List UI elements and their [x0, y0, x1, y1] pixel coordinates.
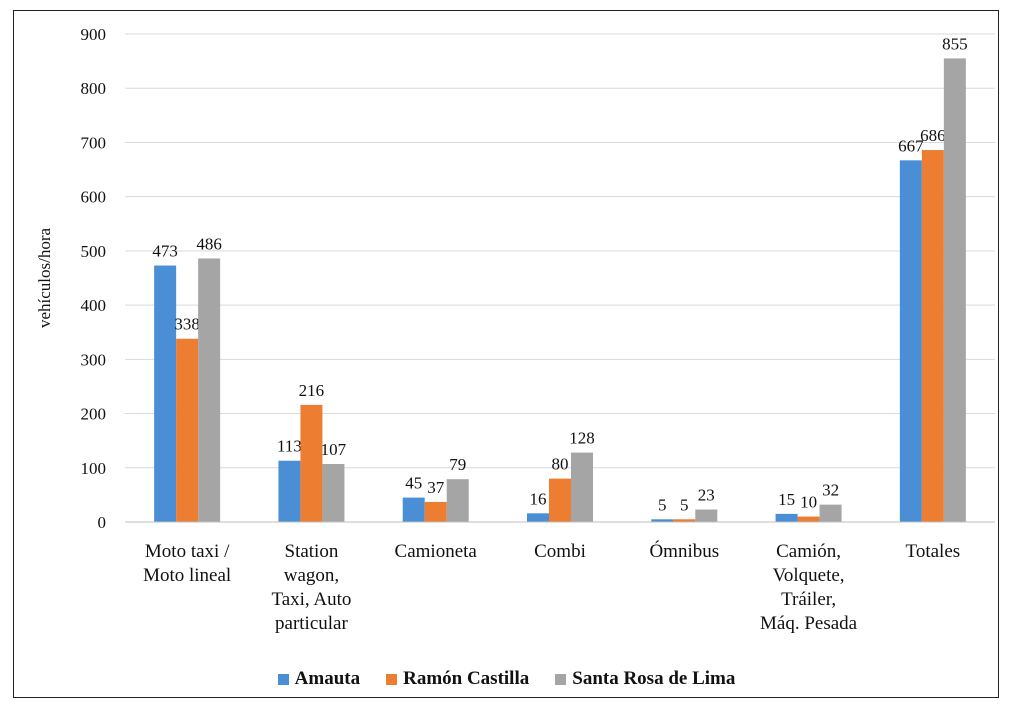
data-label-ramon-castilla-camioneta: 37 [427, 478, 445, 497]
x-tick-label-line: Combi [534, 541, 586, 562]
x-tick-label-line: Camión, [776, 541, 841, 562]
data-label-amauta-totales: 667 [898, 136, 924, 155]
y-tick-label-0: 0 [98, 513, 107, 532]
data-label-santa-rosa-de-lima-camion-volquete-trailer-maq-pesada: 32 [822, 481, 839, 500]
legend-label-santa-rosa-de-lima: Santa Rosa de Lima [572, 668, 736, 689]
bar-santa-rosa-de-lima-totales [943, 58, 966, 523]
data-label-santa-rosa-de-lima-moto-taxi-moto-lineal: 486 [196, 234, 222, 253]
bar-ramon-castilla-station-wagon-taxi-auto-particular [300, 404, 323, 522]
y-tick-label-800: 800 [81, 79, 107, 98]
y-tick-label-600: 600 [81, 188, 107, 207]
bar-ramon-castilla-omnibus [673, 519, 696, 522]
bar-ramon-castilla-camion-volquete-trailer-maq-pesada [797, 516, 820, 522]
legend-swatch-amauta [277, 673, 289, 685]
legend: Amauta Ramón Castilla Santa Rosa de Lima [0, 667, 1013, 691]
y-tick-label-900: 900 [81, 25, 107, 44]
x-tick-label-line: Station [285, 541, 339, 562]
legend-swatch-ramon-castilla [386, 673, 398, 685]
legend-item-santa-rosa-de-lima: Santa Rosa de Lima [555, 668, 735, 690]
bar-santa-rosa-de-lima-camioneta [446, 479, 469, 522]
data-label-ramon-castilla-totales: 686 [920, 126, 946, 145]
data-label-santa-rosa-de-lima-combi: 128 [569, 429, 595, 448]
data-label-amauta-moto-taxi-moto-lineal: 473 [152, 242, 178, 261]
y-tick-label-300: 300 [81, 350, 107, 369]
legend-label-ramon-castilla: Ramón Castilla [403, 668, 530, 689]
bar-amauta-station-wagon-taxi-auto-particular [278, 460, 301, 522]
x-tick-label-totales: Totales [906, 541, 961, 562]
x-tick-label-camion-volquete-trailer-maq-pesada: Camión, Volquete, Tráiler, Máq. Pesada [760, 541, 858, 634]
bar-amauta-camion-volquete-trailer-maq-pesada [775, 513, 798, 522]
data-label-amauta-combi: 16 [530, 489, 547, 508]
x-tick-label-line: Taxi, Auto [271, 589, 351, 610]
bar-amauta-combi [527, 513, 549, 522]
data-label-ramon-castilla-moto-taxi-moto-lineal: 338 [174, 315, 200, 334]
x-tick-label-line: Moto taxi / [145, 541, 230, 562]
data-label-santa-rosa-de-lima-camioneta: 79 [449, 455, 466, 474]
data-label-amauta-camion-volquete-trailer-maq-pesada: 15 [778, 490, 795, 509]
bar-ramon-castilla-moto-taxi-moto-lineal [176, 338, 199, 522]
y-axis-title: vehículos/hora [35, 228, 54, 329]
legend-item-ramon-castilla: Ramón Castilla [386, 668, 529, 690]
y-tick-label-400: 400 [81, 296, 107, 315]
y-tick-label-700: 700 [81, 133, 107, 152]
bar-santa-rosa-de-lima-camion-volquete-trailer-maq-pesada [819, 504, 842, 522]
x-tick-label-station-wagon-taxi-auto-particular: Station wagon, Taxi, Auto particular [271, 541, 351, 634]
x-tick-label-line: Totales [906, 541, 961, 562]
data-label-amauta-station-wagon-taxi-auto-particular: 113 [277, 437, 302, 456]
x-tick-label-line: Moto lineal [143, 565, 231, 586]
bar-amauta-totales [899, 160, 922, 523]
data-label-santa-rosa-de-lima-omnibus: 23 [698, 486, 715, 505]
x-tick-label-line: Volquete, [773, 565, 845, 586]
y-tick-label-500: 500 [81, 242, 107, 261]
bar-santa-rosa-de-lima-moto-taxi-moto-lineal [198, 258, 221, 522]
x-tick-label-omnibus: Ómnibus [649, 540, 719, 562]
legend-item-amauta: Amauta [277, 668, 361, 690]
data-label-ramon-castilla-omnibus: 5 [680, 495, 689, 514]
bar-ramon-castilla-combi [549, 478, 571, 522]
x-tick-label-line: Ómnibus [649, 540, 719, 562]
bar-santa-rosa-de-lima-combi [571, 452, 593, 522]
bar-amauta-omnibus [651, 519, 674, 522]
bar-amauta-camioneta [402, 497, 425, 522]
data-label-amauta-camioneta: 45 [405, 474, 422, 493]
data-label-santa-rosa-de-lima-station-wagon-taxi-auto-particular: 107 [321, 440, 347, 459]
x-tick-label-line: Camioneta [395, 541, 478, 562]
legend-swatch-santa-rosa-de-lima [555, 673, 567, 685]
y-tick-label-200: 200 [81, 405, 107, 424]
data-label-amauta-omnibus: 5 [658, 495, 667, 514]
bar-ramon-castilla-camioneta [424, 501, 447, 522]
x-tick-label-combi: Combi [534, 541, 586, 562]
bar-amauta-moto-taxi-moto-lineal [154, 265, 177, 522]
data-label-ramon-castilla-combi: 80 [552, 455, 569, 474]
x-tick-label-line: particular [275, 613, 348, 634]
bar-ramon-castilla-totales [921, 150, 944, 522]
legend-label-amauta: Amauta [294, 668, 361, 689]
x-tick-label-line: Máq. Pesada [760, 613, 858, 634]
data-label-ramon-castilla-station-wagon-taxi-auto-particular: 216 [299, 381, 325, 400]
data-label-ramon-castilla-camion-volquete-trailer-maq-pesada: 10 [800, 493, 817, 512]
x-tick-label-line: Tráiler, [781, 589, 836, 610]
y-tick-label-100: 100 [81, 459, 107, 478]
data-label-santa-rosa-de-lima-totales: 855 [942, 34, 968, 53]
bar-santa-rosa-de-lima-omnibus [695, 509, 718, 522]
x-tick-label-camioneta: Camioneta [395, 541, 478, 562]
x-tick-label-moto-taxi-moto-lineal: Moto taxi / Moto lineal [143, 541, 231, 586]
bar-santa-rosa-de-lima-station-wagon-taxi-auto-particular [322, 463, 345, 522]
x-tick-label-line: wagon, [284, 565, 339, 586]
